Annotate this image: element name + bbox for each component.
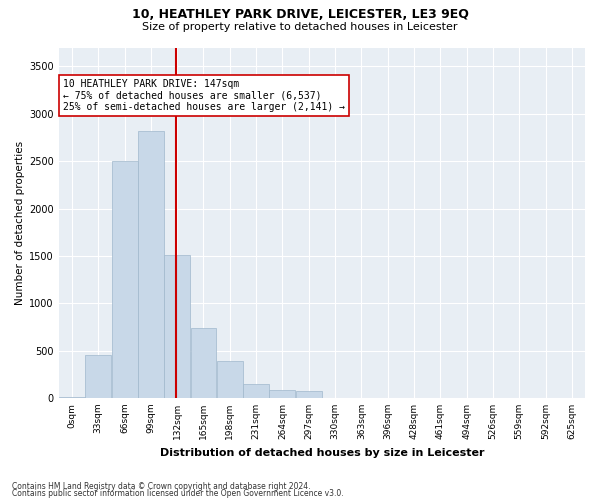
Bar xyxy=(217,361,243,398)
Bar xyxy=(191,328,217,398)
Text: Contains HM Land Registry data © Crown copyright and database right 2024.: Contains HM Land Registry data © Crown c… xyxy=(12,482,311,491)
Bar xyxy=(59,397,85,398)
Text: 10, HEATHLEY PARK DRIVE, LEICESTER, LE3 9EQ: 10, HEATHLEY PARK DRIVE, LEICESTER, LE3 … xyxy=(131,8,469,20)
Bar xyxy=(164,255,190,398)
Bar xyxy=(138,131,164,398)
Y-axis label: Number of detached properties: Number of detached properties xyxy=(15,140,25,305)
Text: Contains public sector information licensed under the Open Government Licence v3: Contains public sector information licen… xyxy=(12,490,344,498)
Bar xyxy=(296,392,322,398)
Bar xyxy=(243,384,269,398)
Bar xyxy=(269,390,295,398)
Bar xyxy=(85,356,111,398)
Text: 10 HEATHLEY PARK DRIVE: 147sqm
← 75% of detached houses are smaller (6,537)
25% : 10 HEATHLEY PARK DRIVE: 147sqm ← 75% of … xyxy=(63,79,345,112)
X-axis label: Distribution of detached houses by size in Leicester: Distribution of detached houses by size … xyxy=(160,448,484,458)
Bar xyxy=(112,161,137,398)
Text: Size of property relative to detached houses in Leicester: Size of property relative to detached ho… xyxy=(142,22,458,32)
